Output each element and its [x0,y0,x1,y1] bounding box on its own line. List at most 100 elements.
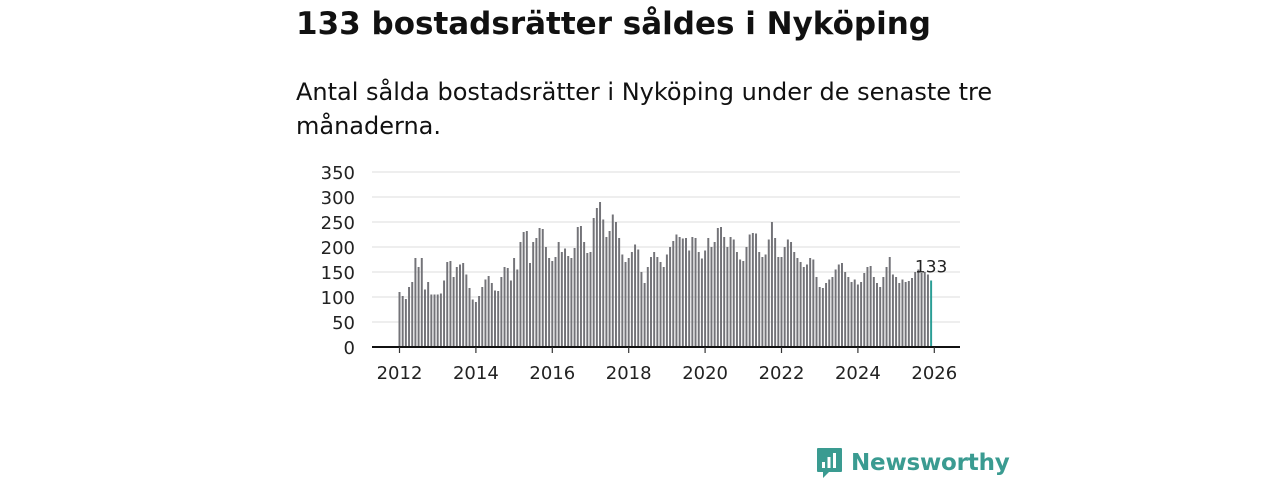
bar [901,279,904,347]
bar [484,279,487,347]
bar [834,269,837,347]
bar [436,294,439,347]
bar [474,302,477,347]
bar [465,274,468,347]
bar [659,262,662,347]
bar [624,262,627,347]
bar [669,247,672,347]
bar [863,273,866,347]
bar [494,290,496,347]
bar [735,252,738,347]
bar [691,237,694,347]
bar [586,253,589,347]
x-tick-label: 2016 [529,363,575,384]
bar [729,237,732,347]
bar [675,234,678,347]
bar [656,257,659,347]
bar [866,267,869,347]
x-tick-label: 2012 [377,363,423,384]
x-axis-ticks: 2012 2014 2016 2018 2020 2022 2024 2026 [377,347,957,384]
y-tick-label: 0 [344,338,355,359]
bar [576,227,579,347]
bar [449,261,452,347]
bar [850,282,853,347]
bar [643,283,646,347]
bar [430,294,433,347]
newsworthy-logo-icon [817,448,842,478]
bar [462,263,465,347]
bar [544,247,547,347]
bar [678,237,681,347]
bar [459,264,461,347]
bar [761,257,764,347]
bar [554,257,557,347]
bar [532,242,535,347]
bar [923,272,926,347]
bar [455,267,458,347]
bar [427,282,430,347]
bar [755,233,758,347]
bar [548,258,551,347]
bar [468,288,471,347]
bar [780,257,783,347]
bar [751,233,754,347]
bar [777,257,780,347]
bar [704,250,707,347]
bar [713,242,716,347]
bar [602,219,605,347]
bar [716,228,719,347]
bar [471,299,474,347]
bar [812,259,815,347]
bar [433,294,436,347]
bar [637,249,640,347]
bar [694,238,697,347]
bar [895,277,898,347]
bar [685,238,687,347]
bar [618,238,621,347]
bar [401,296,404,347]
bar [420,258,423,347]
bar [914,272,917,347]
bar [557,242,560,347]
bar [707,238,710,347]
bar [818,287,821,347]
bar [506,268,509,347]
bar [650,257,652,347]
bar [627,258,630,347]
brand-logo[interactable]: Newsworthy [815,446,1010,480]
last-value-label: 133 [915,258,947,278]
bar [831,277,834,347]
bar [551,261,554,347]
bar [688,250,691,347]
brand-name: Newsworthy [851,450,1010,476]
bar [439,293,442,347]
bar [564,248,567,347]
bar [802,267,805,347]
bar [907,281,910,347]
bar [589,252,592,347]
bar [888,257,891,347]
bar [758,252,761,347]
x-tick-label: 2018 [606,363,652,384]
bar [653,252,656,347]
bars [398,202,933,347]
bar [481,287,484,347]
bar [490,283,493,347]
bar [640,272,643,347]
bar [503,267,506,347]
bar [398,292,401,347]
bar [891,274,894,347]
bar [697,252,700,347]
bar [911,278,913,347]
bar [882,277,885,347]
bar [748,234,751,347]
bar [513,258,516,347]
bar [898,283,901,347]
bar [497,291,500,347]
bar [519,242,522,347]
bar [411,282,414,347]
bar [809,258,812,347]
bar [796,258,799,347]
bar [739,259,742,347]
